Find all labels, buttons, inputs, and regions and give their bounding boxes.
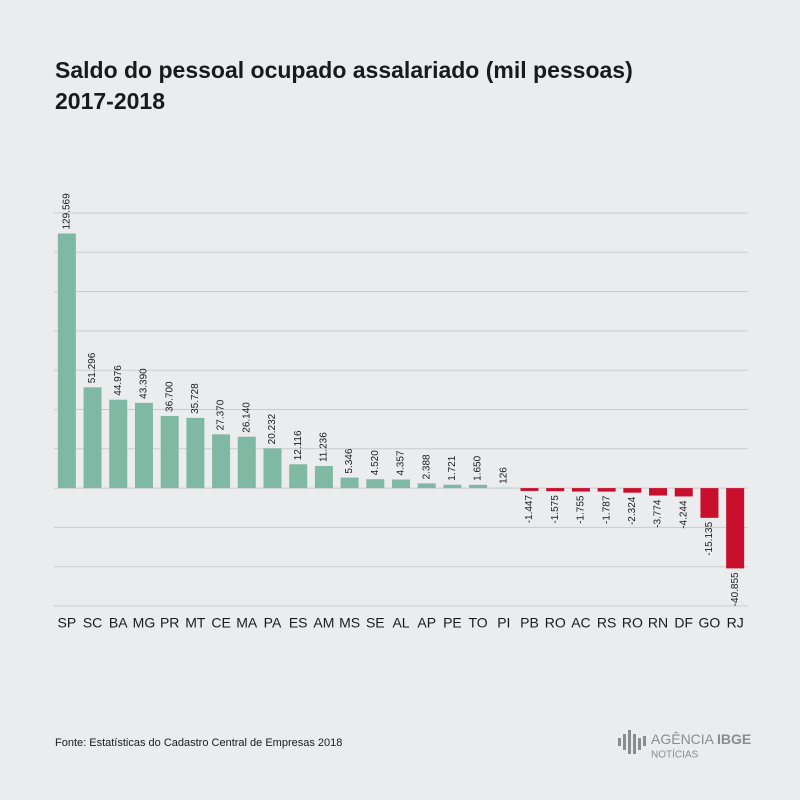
value-label: -2.324: [627, 496, 638, 525]
x-tick-label: PI: [497, 615, 510, 631]
bar: [546, 488, 565, 492]
x-tick-label: MT: [185, 615, 206, 631]
x-tick-label: SE: [366, 615, 385, 631]
x-tick-label: RS: [597, 615, 616, 631]
bar: [340, 477, 359, 489]
x-tick-label: RJ: [727, 615, 744, 631]
bar: [597, 488, 616, 492]
x-tick-label: BA: [109, 615, 128, 631]
x-tick-label: MA: [236, 615, 258, 631]
value-label: -3.774: [653, 499, 664, 528]
bar: [623, 488, 642, 493]
x-tick-label: RO: [622, 615, 643, 631]
chart-subtitle: 2017-2018: [55, 88, 165, 114]
bar: [109, 399, 128, 489]
bar: [417, 483, 436, 489]
value-label: 1.721: [447, 455, 458, 480]
x-tick-label: DF: [674, 615, 693, 631]
value-label: 43.390: [139, 368, 150, 399]
value-label: -1.787: [601, 495, 612, 524]
x-tick-label: AC: [571, 615, 590, 631]
value-label: 129.569: [61, 193, 72, 230]
bar: [649, 488, 668, 496]
value-label: -1.575: [550, 495, 561, 524]
value-label: -15.135: [704, 521, 715, 555]
x-tick-label: RN: [648, 615, 668, 631]
bar: [212, 434, 231, 489]
value-label: 11.236: [319, 432, 330, 462]
x-tick-label: PR: [160, 615, 179, 631]
bar: [186, 417, 205, 489]
value-label: -1.755: [576, 495, 587, 524]
x-tick-label: GO: [699, 615, 721, 631]
x-tick-label: MG: [133, 615, 156, 631]
bar: [443, 484, 462, 489]
value-label: 26.140: [241, 402, 252, 433]
bar: [314, 466, 333, 489]
bar: [700, 488, 719, 518]
value-label: 4.357: [396, 450, 407, 475]
value-label: 36.700: [164, 381, 175, 412]
value-label: -1.447: [524, 495, 535, 524]
x-tick-label: SP: [58, 615, 77, 631]
x-tick-label: CE: [211, 615, 230, 631]
x-tick-label: SC: [83, 615, 102, 631]
x-tick-label: PA: [264, 615, 282, 631]
x-tick-label: PB: [520, 615, 539, 631]
bar: [83, 387, 102, 489]
bar: [520, 488, 539, 491]
value-label: 35.728: [190, 383, 201, 414]
x-tick-label: RO: [545, 615, 566, 631]
x-tick-label: AM: [313, 615, 334, 631]
brand-name: AGÊNCIA IBGE: [651, 731, 751, 747]
brand-name: AGÊNCIA: [651, 731, 715, 747]
value-label: 126: [498, 467, 509, 484]
x-tick-label: AP: [417, 615, 436, 631]
value-label: 2.388: [421, 454, 432, 479]
value-label: 51.296: [87, 352, 98, 383]
value-label: 20.232: [267, 413, 278, 444]
x-tick-label: TO: [469, 615, 488, 631]
value-label: 44.976: [113, 365, 124, 396]
bar: [237, 436, 256, 489]
x-tick-label: AL: [392, 615, 409, 631]
bar: [366, 479, 385, 489]
x-tick-label: PE: [443, 615, 462, 631]
bar: [263, 448, 282, 489]
bar: [571, 488, 590, 492]
bar: [392, 479, 410, 489]
bar: [160, 415, 179, 489]
chart-title: Saldo do pessoal ocupado assalariado (mi…: [55, 57, 633, 83]
bar: [289, 464, 308, 489]
bar: [57, 233, 76, 489]
value-label: -40.855: [730, 572, 741, 606]
value-label: 5.346: [344, 448, 355, 473]
bar: [726, 488, 745, 569]
x-tick-label: ES: [289, 615, 308, 631]
bar: [469, 484, 488, 489]
value-label: 12.116: [293, 430, 304, 460]
value-label: -4.244: [678, 500, 689, 529]
value-label: 1.650: [473, 455, 484, 480]
bar: [134, 402, 153, 489]
bar: [674, 488, 693, 497]
value-label: 4.520: [370, 450, 381, 475]
brand-sub: NOTÍCIAS: [651, 748, 699, 761]
x-tick-label: MS: [339, 615, 360, 631]
value-label: 27.370: [216, 399, 227, 430]
source: Fonte: Estatísticas do Cadastro Central …: [55, 737, 342, 749]
brand-name-bold: IBGE: [717, 731, 751, 747]
logo-icon: [618, 730, 646, 754]
